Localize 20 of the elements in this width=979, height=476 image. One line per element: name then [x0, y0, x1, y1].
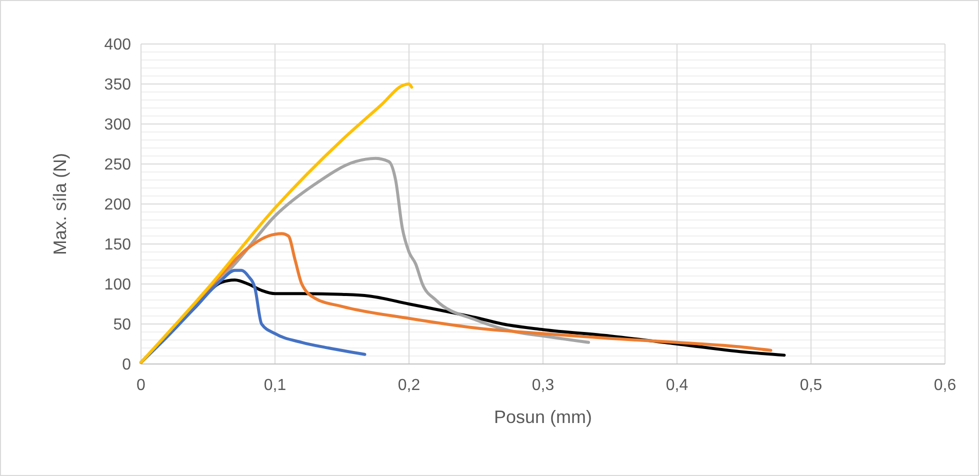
line-series — [140, 82, 414, 364]
x-tick-label: 0,2 — [398, 377, 420, 394]
y-tick-label: 50 — [113, 316, 132, 334]
x-axis-title: Posun (mm) — [494, 407, 592, 427]
line-series — [140, 268, 366, 364]
x-tick-label: 0,3 — [532, 377, 554, 394]
y-tick-label: 150 — [104, 236, 132, 254]
x-tick-label: 0,4 — [666, 377, 688, 394]
x-tick-label: 0,1 — [264, 377, 286, 394]
x-tick-label: 0 — [136, 377, 146, 394]
y-tick-label: 250 — [104, 156, 132, 174]
y-tick-label: 0 — [122, 356, 132, 374]
x-tick-label: 0,6 — [934, 377, 956, 394]
y-tick-label: 350 — [104, 76, 132, 94]
y-tick-label: 100 — [104, 276, 132, 294]
y-tick-label: 400 — [104, 36, 132, 54]
y-axis-title: Max. síla (N) — [50, 152, 70, 256]
y-tick-label: 300 — [104, 116, 132, 134]
x-tick-label: 0,5 — [800, 377, 822, 394]
y-tick-label: 200 — [104, 196, 132, 214]
